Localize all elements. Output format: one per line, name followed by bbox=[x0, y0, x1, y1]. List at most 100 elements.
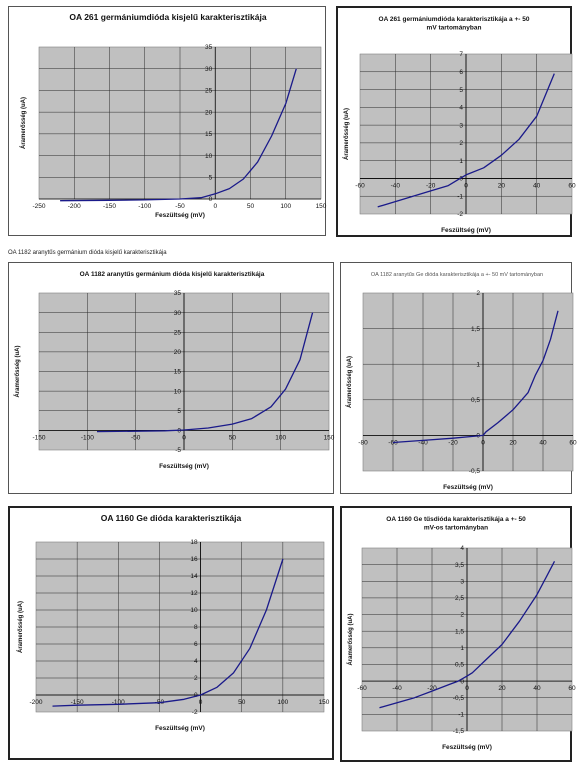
x-tick-label: -100 bbox=[81, 434, 94, 441]
chart-6: OA 1160 Ge tűsdióda karakterisztikája a … bbox=[347, 516, 576, 751]
y-tick-label: -2 bbox=[457, 211, 463, 218]
x-tick-label: -200 bbox=[29, 699, 42, 706]
section-caption: OA 1182 aranytűs germánium dióda kisjelű… bbox=[8, 250, 167, 256]
chart-panel-5: OA 1160 Ge dióda karakterisztikája -200 -1… bbox=[8, 506, 334, 760]
y-tick-label: 30 bbox=[174, 310, 182, 317]
x-tick-label: 0 bbox=[465, 685, 469, 692]
x-tick-label: 40 bbox=[539, 439, 547, 446]
chart-panel-1: OA 261 germániumdióda kisjelű karakteris… bbox=[8, 6, 327, 236]
x-tick-label: 40 bbox=[533, 685, 541, 692]
y-tick-label: 0 bbox=[177, 428, 181, 435]
chart-3: OA 1182 aranytűs germánium dióda kisjelű… bbox=[14, 271, 335, 470]
y-tick-label: 2 bbox=[459, 140, 463, 147]
series-line bbox=[60, 68, 297, 202]
y-tick-label: 5 bbox=[177, 408, 181, 415]
x-tick-label: -20 bbox=[426, 182, 436, 189]
chart-title: OA 261 germániumdióda kisjelű karakteris… bbox=[69, 12, 266, 22]
x-tick-label: 100 bbox=[280, 203, 291, 210]
y-tick-label: 20 bbox=[174, 349, 182, 356]
x-tick-label: -150 bbox=[71, 699, 84, 706]
x-axis-title: Feszültség (mV) bbox=[155, 725, 205, 732]
y-tick-label: 0,5 bbox=[471, 397, 480, 404]
y-tick-label: 3 bbox=[459, 122, 463, 129]
y-axis-title: Áramerősség (uA) bbox=[14, 345, 21, 397]
x-tick-label: -50 bbox=[131, 434, 141, 441]
chart-5: OA 1160 Ge dióda karakterisztikája -200 -1… bbox=[17, 513, 330, 732]
y-tick-label: 10 bbox=[205, 153, 213, 160]
series-line bbox=[52, 558, 284, 707]
y-tick-label: 1 bbox=[459, 158, 463, 165]
chart-title: OA 1160 Ge tűsdióda karakterisztikája a … bbox=[386, 516, 526, 532]
y-tick-label: 15 bbox=[174, 369, 182, 376]
y-tick-label: 8 bbox=[194, 624, 198, 631]
chart-2: OA 261 germániumdióda karakterisztikája … bbox=[343, 16, 576, 234]
y-tick-label: 2 bbox=[194, 675, 198, 682]
x-tick-label: -100 bbox=[112, 699, 125, 706]
x-tick-label: -20 bbox=[448, 439, 458, 446]
x-tick-label: 20 bbox=[498, 182, 506, 189]
chart-panel-3: OA 1182 aranytűs germánium dióda kisjelű… bbox=[8, 262, 335, 494]
y-axis-title: Áramerősség (uA) bbox=[17, 601, 24, 653]
x-tick-label: -60 bbox=[355, 182, 365, 189]
x-tick-label: 150 bbox=[316, 203, 327, 210]
y-tick-label: 3 bbox=[460, 578, 464, 585]
y-tick-label: -0,5 bbox=[453, 695, 465, 702]
y-tick-label: 4 bbox=[460, 545, 464, 552]
y-tick-label: 10 bbox=[190, 607, 198, 614]
y-tick-label: 16 bbox=[190, 556, 198, 563]
series-line bbox=[96, 312, 314, 433]
y-tick-label: 5 bbox=[459, 87, 463, 94]
plot-area bbox=[362, 292, 574, 472]
y-tick-label: -1 bbox=[457, 193, 463, 200]
x-tick-label: 20 bbox=[509, 439, 517, 446]
y-tick-label: 2 bbox=[476, 290, 480, 297]
y-tick-label: 7 bbox=[459, 51, 463, 58]
x-tick-label: 150 bbox=[319, 699, 330, 706]
y-tick-label: 18 bbox=[190, 539, 198, 546]
y-tick-label: 15 bbox=[205, 131, 213, 138]
x-axis-title: Feszültség (mV) bbox=[441, 227, 491, 234]
x-tick-label: -40 bbox=[391, 182, 401, 189]
y-tick-label: 3,5 bbox=[455, 562, 464, 569]
y-tick-label: 0 bbox=[459, 176, 463, 183]
chart-panel-4: OA 1182 aranytűs Ge dióda karakterisztik… bbox=[340, 262, 577, 494]
y-tick-label: 30 bbox=[205, 66, 213, 73]
x-tick-label: -100 bbox=[138, 203, 151, 210]
chart-4: OA 1182 aranytűs Ge dióda karakterisztik… bbox=[346, 272, 577, 491]
y-tick-label: 10 bbox=[174, 388, 182, 395]
series-line bbox=[379, 560, 556, 709]
y-tick-label: -2 bbox=[192, 709, 198, 716]
x-tick-label: -250 bbox=[32, 203, 45, 210]
x-tick-label: -50 bbox=[175, 203, 185, 210]
x-tick-label: 20 bbox=[498, 685, 506, 692]
y-axis-title: Áramerősség (uA) bbox=[347, 613, 354, 665]
x-tick-label: -150 bbox=[32, 434, 45, 441]
chart-title: OA 1160 Ge dióda karakterisztikája bbox=[101, 513, 242, 523]
x-tick-label: 60 bbox=[568, 182, 576, 189]
y-tick-label: 20 bbox=[205, 109, 213, 116]
x-tick-label: 0 bbox=[213, 203, 217, 210]
x-tick-label: 60 bbox=[568, 685, 576, 692]
y-axis-title: Áramerősség (uA) bbox=[346, 356, 353, 408]
y-tick-label: 0 bbox=[460, 678, 464, 685]
y-tick-label: 25 bbox=[205, 88, 213, 95]
x-tick-label: 40 bbox=[533, 182, 541, 189]
y-tick-label: 1,5 bbox=[471, 326, 480, 333]
x-tick-label: 0 bbox=[464, 182, 468, 189]
x-tick-label: 150 bbox=[324, 434, 335, 441]
y-tick-label: 6 bbox=[459, 69, 463, 76]
x-axis-title: Feszültség (mV) bbox=[443, 484, 493, 491]
y-tick-label: 0 bbox=[209, 196, 213, 203]
x-tick-label: -200 bbox=[68, 203, 81, 210]
x-tick-label: 0 bbox=[199, 699, 203, 706]
x-tick-label: 0 bbox=[481, 439, 485, 446]
x-tick-label: -20 bbox=[427, 685, 437, 692]
chart-title: OA 1182 aranytűs Ge dióda karakterisztik… bbox=[371, 272, 543, 278]
y-tick-label: 35 bbox=[205, 44, 213, 51]
x-tick-label: 0 bbox=[182, 434, 186, 441]
x-axis-title: Feszültség (mV) bbox=[159, 463, 209, 470]
y-tick-label: 12 bbox=[190, 590, 198, 597]
y-tick-label: -5 bbox=[175, 447, 181, 454]
x-tick-label: -40 bbox=[392, 685, 402, 692]
chart-title: OA 1182 aranytűs germánium dióda kisjelű… bbox=[80, 271, 265, 278]
